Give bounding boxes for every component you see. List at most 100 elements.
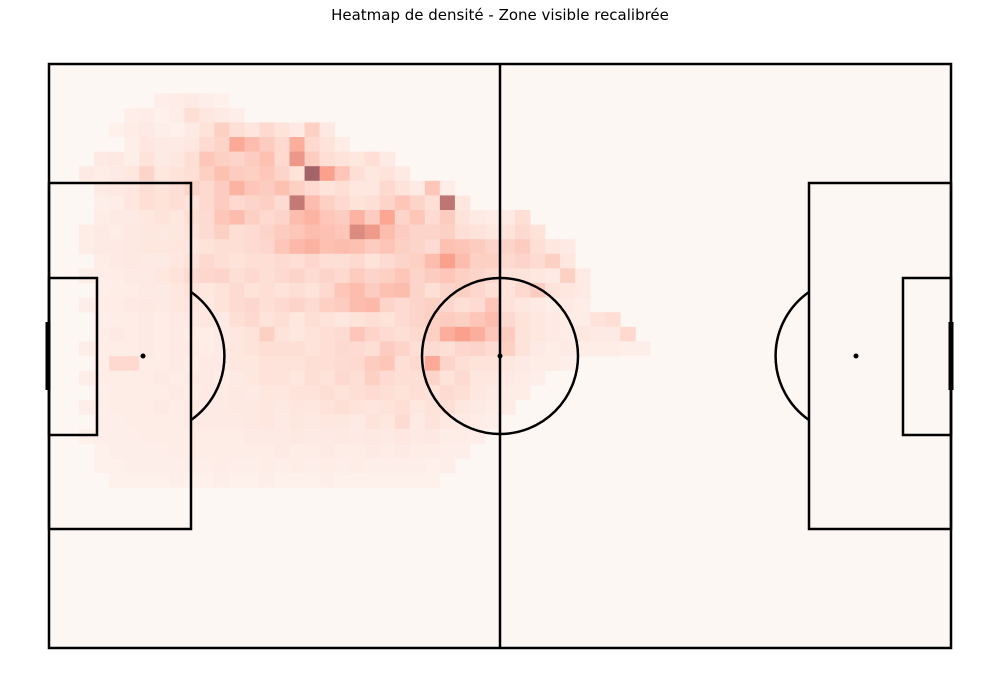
heatmap-cell [289,326,305,342]
heatmap-cell [109,341,125,357]
heatmap-cell [500,253,516,269]
heatmap-cell [199,195,215,211]
heatmap-cell [484,268,501,284]
heatmap-cell [139,385,155,401]
heatmap-cell [199,180,215,196]
heatmap-cell [124,210,140,225]
heatmap-cell [379,268,396,284]
heatmap-cell [364,239,381,255]
heatmap-cell [424,210,441,225]
heatmap-cell [394,399,411,415]
heatmap-cell [124,472,140,488]
heatmap-cell [274,399,290,415]
heatmap-cell [349,239,366,255]
heatmap-cell [469,341,486,357]
heatmap-cell [169,458,185,474]
heatmap-cell [409,283,426,298]
heatmap-cell [530,253,546,269]
heatmap-cell [169,166,185,182]
heatmap-cell [199,429,215,444]
heatmap-cell [139,166,155,182]
heatmap-cell [439,341,456,357]
heatmap-cell [364,326,381,342]
heatmap-cell [229,297,245,313]
heatmap-cell [124,458,140,474]
heatmap-cell [184,107,200,123]
heatmap-cell [304,341,320,357]
heatmap-cell [259,253,275,269]
heatmap-cell [154,253,170,269]
heatmap-cell [109,239,125,255]
heatmap-cell [259,356,275,371]
heatmap-cell [439,370,456,386]
right-penalty-spot [853,353,859,359]
heatmap-cell [139,297,155,313]
heatmap-cell [364,195,381,211]
heatmap-cell [199,356,215,371]
heatmap-cell [214,283,230,298]
heatmap-cell [244,370,260,386]
heatmap-cell [199,283,215,298]
heatmap-cell [424,253,441,269]
heatmap-cell [469,283,486,298]
heatmap-cell [394,341,411,357]
heatmap-cell [424,429,441,444]
heatmap-cell [199,472,215,488]
heatmap-cell [545,268,561,284]
heatmap-cell [439,253,456,269]
heatmap-cell [575,312,591,328]
heatmap-cell [139,370,155,386]
heatmap-cell [259,137,275,152]
heatmap-cell [199,370,215,386]
heatmap-cell [289,399,305,415]
heatmap-cell [304,443,320,459]
heatmap-cell [545,239,561,255]
heatmap-cell [530,341,546,357]
heatmap-cell [500,341,516,357]
heatmap-cell [184,93,200,109]
heatmap-cell [124,341,140,357]
heatmap-cell [169,180,185,196]
heatmap-cell [139,195,155,211]
heatmap-cell [169,399,185,415]
heatmap-cell [424,414,441,430]
heatmap-cell [244,297,260,313]
heatmap-cell [244,166,260,182]
heatmap-cell [575,283,591,298]
heatmap-cell [469,356,486,371]
right-penalty-arc [774,290,810,422]
heatmap-cell [274,253,290,269]
heatmap-cell [349,268,366,284]
heatmap-cell [515,356,531,371]
heatmap-cell [304,429,320,444]
heatmap-cell [289,224,305,240]
heatmap-cell [109,312,125,328]
heatmap-cell [274,283,290,298]
heatmap-cell [94,195,110,211]
heatmap-cell [439,429,456,444]
heatmap-cell [274,370,290,386]
heatmap-cell [109,458,125,474]
heatmap-cell [379,385,396,401]
heatmap-cell [184,122,200,138]
heatmap-cell [334,239,351,255]
heatmap-cell [334,253,351,269]
heatmap-cell [319,312,336,328]
heatmap-cell [319,268,336,284]
heatmap-cell [214,224,230,240]
heatmap-cell [409,472,426,488]
heatmap-cell [109,443,125,459]
heatmap-cell [334,283,351,298]
heatmap-cell [304,122,320,138]
heatmap-cell [79,166,95,182]
heatmap-cell [409,458,426,474]
heatmap-cell [289,180,305,196]
heatmap-cell [229,443,245,459]
heatmap-cell [244,224,260,240]
heatmap-cell [349,283,366,298]
heatmap-cell [259,297,275,313]
heatmap-cell [379,312,396,328]
heatmap-cell [379,283,396,298]
heatmap-cell [229,253,245,269]
heatmap-cell [364,385,381,401]
